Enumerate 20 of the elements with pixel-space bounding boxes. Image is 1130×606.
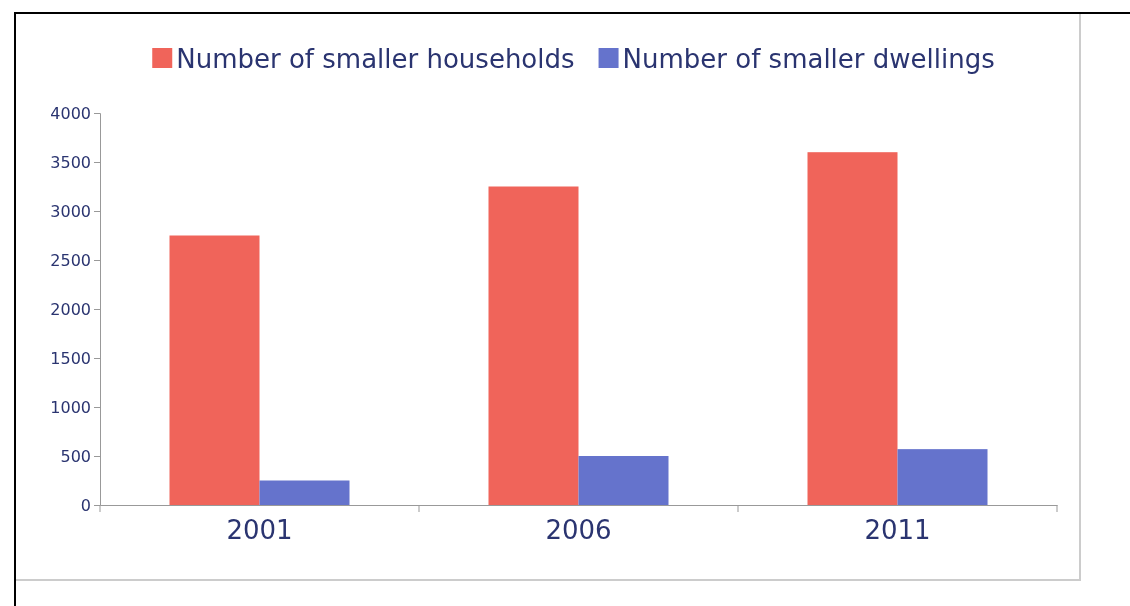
bar — [169, 235, 260, 505]
y-tick-label: 0 — [80, 495, 91, 515]
y-tick-label: 1000 — [50, 397, 91, 417]
y-tick-label: 3000 — [50, 201, 91, 221]
bar — [488, 186, 579, 505]
y-tick-label: 2500 — [50, 250, 91, 270]
y-tick-label: 1500 — [50, 348, 91, 368]
y-tick-label: 3500 — [50, 152, 91, 172]
bar — [807, 152, 898, 505]
legend-label: Number of smaller households — [176, 44, 575, 74]
y-tick-label: 2000 — [50, 299, 91, 319]
x-tick-label: 2001 — [226, 515, 293, 546]
y-tick-label: 500 — [60, 446, 91, 466]
legend-label: Number of smaller dwellings — [622, 44, 995, 74]
bar — [259, 480, 350, 505]
bar — [578, 456, 669, 505]
bar — [897, 449, 988, 505]
x-tick-label: 2006 — [545, 515, 612, 546]
y-tick-label: 4000 — [50, 103, 91, 123]
x-tick-label: 2011 — [864, 515, 931, 546]
